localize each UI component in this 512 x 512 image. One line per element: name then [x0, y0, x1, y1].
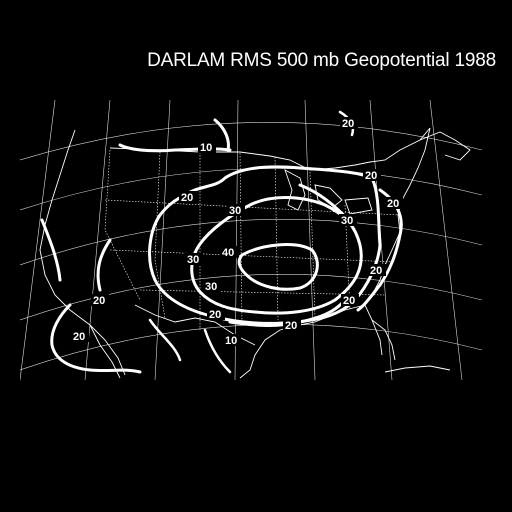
contour-labels: 10 20 20 20 20 20 20 20 20 20 20 30 30 3…: [71, 117, 403, 347]
contour-label: 30: [339, 214, 357, 227]
contour-line-10: [213, 118, 230, 152]
svg-text:10: 10: [200, 142, 212, 154]
latitude-line: [20, 122, 482, 161]
contour-label: 30: [185, 253, 203, 266]
longitude-line: [20, 100, 56, 380]
contour-line-10: [118, 143, 232, 153]
longitude-line: [84, 100, 111, 380]
contour-line-20: [96, 238, 112, 292]
east-coast: [364, 127, 431, 356]
svg-text:40: 40: [222, 247, 234, 259]
contour-line-20: [148, 318, 182, 362]
contour-label: 20: [207, 308, 225, 321]
contour-line-40: [237, 243, 319, 291]
contour-line-20: [40, 218, 62, 282]
contour-label: 20: [341, 294, 359, 307]
svg-text:20: 20: [370, 265, 382, 277]
contour-line-30: [190, 196, 363, 315]
contour-label: 20: [179, 191, 197, 204]
contour-label: 10: [223, 334, 241, 347]
contour-label: 20: [368, 264, 386, 277]
svg-text:20: 20: [93, 295, 105, 307]
contour-label: 30: [227, 204, 245, 217]
longitude-line: [304, 100, 316, 380]
contours: [40, 110, 403, 374]
svg-text:20: 20: [209, 309, 221, 321]
longitude-line: [429, 100, 463, 380]
contour-label: 10: [198, 141, 216, 154]
svg-text:30: 30: [205, 281, 217, 293]
contour-line-20: [50, 303, 142, 374]
florida: [371, 319, 396, 361]
svg-text:20: 20: [181, 192, 193, 204]
contour-label: 20: [340, 117, 358, 130]
svg-text:10: 10: [225, 335, 237, 347]
graticule: [20, 100, 482, 380]
longitude-line: [154, 100, 171, 380]
contour-label: 20: [71, 330, 89, 343]
us-canada-border: [109, 127, 431, 171]
contour-line-10: [203, 328, 232, 374]
svg-text:20: 20: [343, 295, 355, 307]
svg-text:30: 30: [229, 205, 241, 217]
svg-text:20: 20: [342, 118, 354, 130]
svg-text:20: 20: [285, 320, 297, 332]
contour-label: 20: [385, 197, 403, 210]
contour-label: 20: [283, 319, 301, 332]
cuba: [384, 365, 451, 373]
maritimes: [419, 131, 471, 161]
contour-label: 20: [91, 294, 109, 307]
svg-text:30: 30: [187, 254, 199, 266]
svg-text:30: 30: [341, 215, 353, 227]
coastlines: [39, 127, 471, 379]
svg-text:20: 20: [365, 170, 377, 182]
map-title: DARLAM RMS 500 mb Geopotential 1988: [147, 50, 496, 71]
west-coast: [39, 129, 126, 376]
svg-text:20: 20: [387, 198, 399, 210]
contour-label: 40: [220, 246, 238, 259]
svg-text:20: 20: [73, 331, 85, 343]
contour-label: 20: [363, 169, 381, 182]
latitude-line: [20, 274, 482, 321]
latitude-line: [20, 219, 482, 266]
gulf-coast: [239, 304, 366, 379]
contour-label: 30: [203, 280, 221, 293]
longitude-line: [234, 100, 239, 380]
